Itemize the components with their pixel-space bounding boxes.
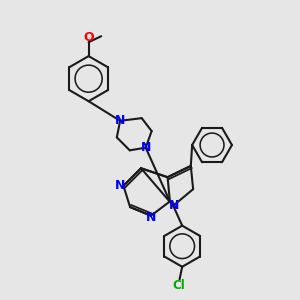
Text: N: N [115, 179, 125, 192]
Text: N: N [169, 199, 179, 212]
Text: Cl: Cl [172, 279, 185, 292]
Text: N: N [146, 211, 156, 224]
Text: O: O [83, 32, 94, 44]
Text: N: N [115, 114, 125, 127]
Text: N: N [141, 140, 152, 154]
